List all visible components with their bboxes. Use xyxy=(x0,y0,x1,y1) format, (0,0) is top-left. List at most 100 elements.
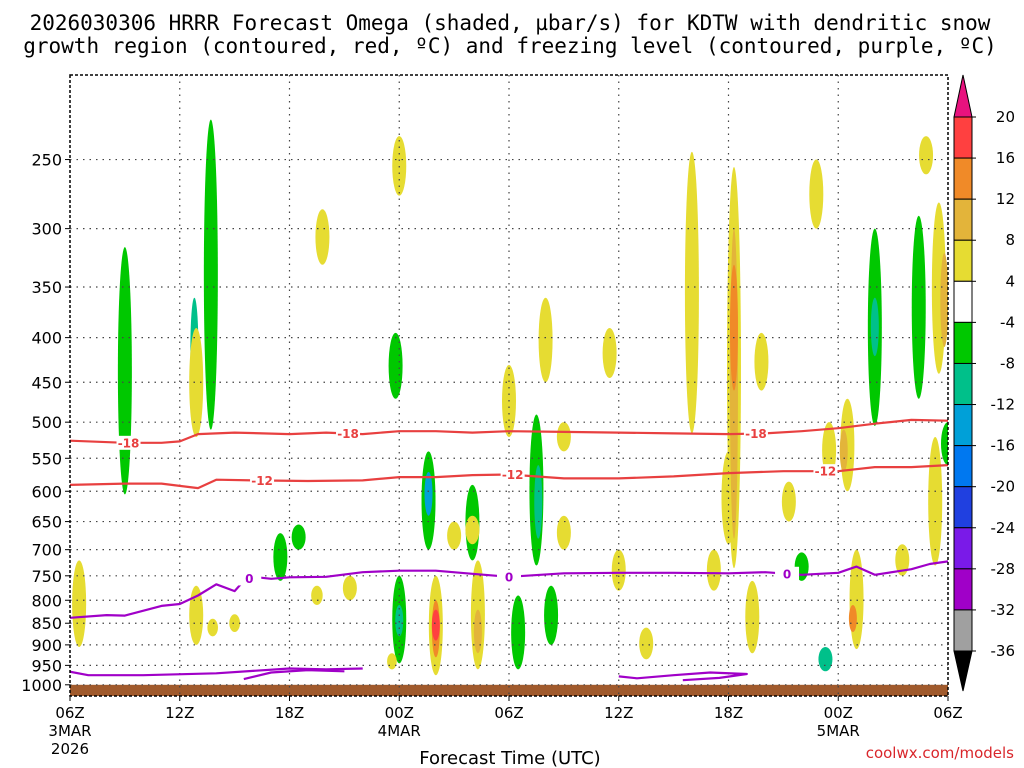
contour-label-bg xyxy=(500,467,525,482)
omega-area xyxy=(315,209,330,265)
omega-area xyxy=(754,332,769,391)
y-tick-label: 650 xyxy=(31,513,62,532)
colorbar-swatch xyxy=(953,609,973,652)
contour-label-bg xyxy=(743,426,768,441)
omega-area xyxy=(818,646,833,672)
omega-area xyxy=(395,604,404,637)
y-tick-label: 300 xyxy=(31,220,62,239)
colorbar: 20 16 12 8 4 -4 -8 -12 -16 -20 -24 -28 -32 -36 xyxy=(953,74,1016,692)
y-tick-label: 500 xyxy=(31,413,62,432)
omega-area xyxy=(424,471,433,516)
omega-area xyxy=(387,653,397,670)
contour-label: 0 xyxy=(783,567,791,581)
omega-area xyxy=(311,585,323,605)
omega-area xyxy=(729,264,738,391)
colorbar-tick-label: 8 xyxy=(1005,231,1015,249)
y-tick-label: 600 xyxy=(31,482,62,501)
omega-area xyxy=(602,328,617,379)
omega-area xyxy=(473,609,482,654)
credit-link[interactable]: coolwx.com/models xyxy=(866,744,1014,762)
y-tick-label: 550 xyxy=(31,449,62,468)
omega-area xyxy=(534,465,543,539)
colorbar-tick-label: 20 xyxy=(996,108,1015,126)
x-tick-label: 12Z xyxy=(604,704,633,722)
contour-line xyxy=(70,667,363,677)
omega-area xyxy=(189,328,204,438)
omega-area xyxy=(72,560,87,647)
contour-label: 0 xyxy=(505,570,513,584)
omega-area xyxy=(511,595,526,670)
contour-label: -12 xyxy=(815,465,837,479)
omega-area xyxy=(117,247,132,495)
colorbar-swatch xyxy=(953,486,973,529)
contour-label: -18 xyxy=(745,427,767,441)
omega-area xyxy=(848,604,857,633)
colorbar-swatch xyxy=(953,157,973,200)
contour-label-bg xyxy=(250,473,275,488)
contour-label: -18 xyxy=(118,436,140,450)
colorbar-swatch xyxy=(953,321,973,364)
omega-area xyxy=(940,253,948,347)
omega-area xyxy=(870,297,879,357)
x-tick-label: 06Z xyxy=(55,704,84,722)
contour-label-bg xyxy=(813,464,838,479)
omega-area xyxy=(809,159,824,229)
y-tick-label: 450 xyxy=(31,373,62,392)
omega-area xyxy=(684,151,699,434)
contour-labels: -18 -18 -18 -12 -12 -12 0 0 0 xyxy=(116,426,838,586)
omega-area xyxy=(291,524,306,550)
contour-label: -12 xyxy=(502,468,524,482)
colorbar-top-arrow xyxy=(953,74,973,118)
y-tick-label: 800 xyxy=(31,591,62,610)
omega-area xyxy=(639,627,654,660)
x-axis-label: Forecast Time (UTC) xyxy=(419,748,600,768)
x-tick-date: 3MAR xyxy=(48,722,91,740)
omega-area xyxy=(229,614,240,633)
omega-shading xyxy=(72,119,948,676)
omega-area xyxy=(928,437,943,566)
omega-area xyxy=(207,618,218,637)
omega-area xyxy=(342,575,357,601)
x-tick-label: 18Z xyxy=(275,704,304,722)
colorbar-swatch xyxy=(953,239,973,282)
colorbar-tick-label: -28 xyxy=(991,560,1016,578)
omega-area xyxy=(895,544,910,576)
y-tick-label: 850 xyxy=(31,614,62,633)
colorbar-tick-label: -12 xyxy=(991,396,1016,414)
y-tick-label: 350 xyxy=(31,278,62,297)
y-tick-label: 400 xyxy=(31,329,62,348)
omega-area xyxy=(941,422,948,466)
colorbar-swatch xyxy=(953,362,973,406)
contour-label: -12 xyxy=(251,474,273,488)
omega-area xyxy=(431,609,440,641)
colorbar-tick-label: -32 xyxy=(991,601,1016,619)
colorbar-tick-label: -24 xyxy=(991,519,1016,537)
colorbar-swatch xyxy=(953,568,973,611)
x-tick-date: 5MAR xyxy=(817,722,860,740)
colorbar-tick-label: -20 xyxy=(991,478,1016,496)
colorbar-tick-label: -8 xyxy=(1000,354,1015,372)
colorbar-swatch xyxy=(953,445,973,488)
y-tick-label: 250 xyxy=(31,151,62,170)
omega-area xyxy=(745,580,760,654)
y-tick-label: 900 xyxy=(31,636,62,655)
contour-label-bg xyxy=(497,569,521,584)
x-tick-label: 18Z xyxy=(714,704,743,722)
omega-area xyxy=(839,429,848,472)
omega-area xyxy=(203,119,218,430)
omega-area xyxy=(273,533,288,581)
x-tick-date: 4MAR xyxy=(378,722,421,740)
x-tick-label: 06Z xyxy=(494,704,523,722)
omega-area xyxy=(849,549,864,650)
ground-layer xyxy=(70,684,948,696)
contour-label: 0 xyxy=(245,572,253,586)
y-tick-label: 950 xyxy=(31,656,62,675)
contour-label-bg xyxy=(336,426,361,441)
omega-area xyxy=(919,136,934,175)
colorbar-swatch xyxy=(953,116,973,159)
colorbar-swatch xyxy=(953,404,973,447)
x-tick-label: 12Z xyxy=(165,704,194,722)
contour-label: -18 xyxy=(337,427,359,441)
y-tick-label: 700 xyxy=(31,541,62,560)
